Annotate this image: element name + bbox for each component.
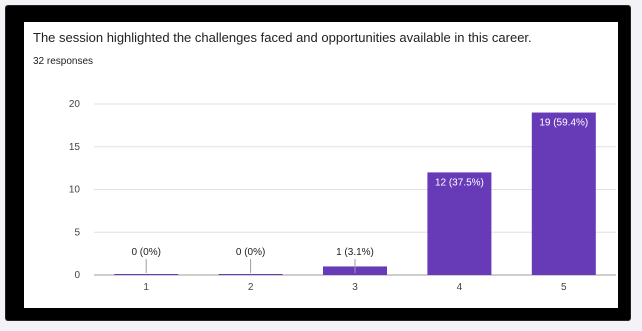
data-label: 19 (59.4%) bbox=[539, 118, 588, 129]
x-tick-label: 2 bbox=[248, 282, 254, 293]
question-title: The session highlighted the challenges f… bbox=[33, 30, 532, 45]
bar bbox=[531, 112, 596, 275]
data-label: 0 (0%) bbox=[131, 247, 160, 258]
bar bbox=[427, 172, 492, 275]
y-tick-label: 20 bbox=[69, 99, 81, 110]
bar bbox=[114, 274, 179, 275]
y-tick-label: 5 bbox=[74, 227, 80, 238]
response-count: 32 responses bbox=[33, 56, 94, 67]
y-tick-label: 10 bbox=[69, 185, 81, 196]
x-tick-label: 5 bbox=[561, 282, 567, 293]
y-tick-label: 15 bbox=[69, 142, 81, 153]
x-tick-label: 1 bbox=[143, 282, 149, 293]
x-tick-label: 3 bbox=[352, 282, 358, 293]
bar-chart: 0 5 10 15 20 1 0 (0%) 2 0 (0%) 3 1 (3.1%) 4 12 (37.… bbox=[69, 99, 616, 293]
y-tick-label: 0 bbox=[74, 270, 80, 281]
bar bbox=[218, 274, 283, 275]
question-card: The session highlighted the challenges f… bbox=[24, 22, 618, 308]
x-tick-label: 4 bbox=[457, 282, 463, 293]
data-label: 0 (0%) bbox=[236, 247, 265, 258]
data-label: 12 (37.5%) bbox=[435, 177, 484, 188]
data-label: 1 (3.1%) bbox=[336, 247, 374, 258]
